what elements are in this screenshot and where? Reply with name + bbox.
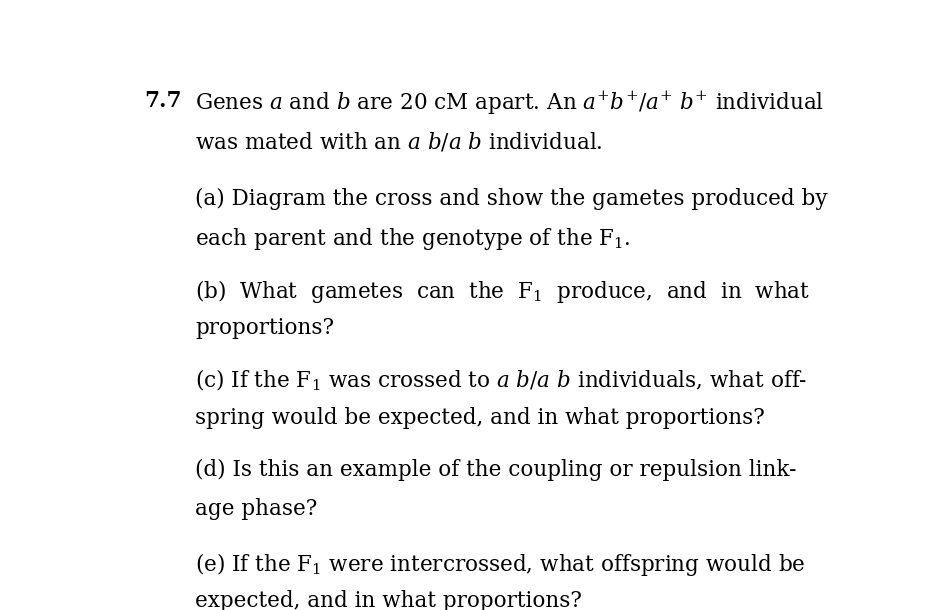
- Text: expected, and in what proportions?: expected, and in what proportions?: [196, 590, 582, 610]
- Text: proportions?: proportions?: [196, 317, 334, 339]
- Text: (c) If the F$_{1}$ was crossed to $\mathit{a}$ $\mathit{b}$/$\mathit{a}$ $\mathi: (c) If the F$_{1}$ was crossed to $\math…: [196, 368, 808, 393]
- Text: (e) If the F$_{1}$ were intercrossed, what offspring would be: (e) If the F$_{1}$ were intercrossed, wh…: [196, 551, 806, 578]
- Text: was mated with an $\mathit{a}$ $\mathit{b}$/$\mathit{a}$ $\mathit{b}$ individual: was mated with an $\mathit{a}$ $\mathit{…: [196, 131, 603, 154]
- Text: (a) Diagram the cross and show the gametes produced by: (a) Diagram the cross and show the gamet…: [196, 188, 828, 210]
- Text: Genes $\mathit{a}$ and $\mathit{b}$ are 20 cM apart. An $\mathit{a}^{+}\mathit{b: Genes $\mathit{a}$ and $\mathit{b}$ are …: [196, 90, 825, 117]
- Text: (b)  What  gametes  can  the  F$_{1}$  produce,  and  in  what: (b) What gametes can the F$_{1}$ produce…: [196, 278, 811, 304]
- Text: (d) Is this an example of the coupling or repulsion link-: (d) Is this an example of the coupling o…: [196, 459, 797, 481]
- Text: each parent and the genotype of the F$_{1}$.: each parent and the genotype of the F$_{…: [196, 226, 631, 252]
- Text: age phase?: age phase?: [196, 498, 317, 520]
- Text: 7.7: 7.7: [144, 90, 183, 112]
- Text: spring would be expected, and in what proportions?: spring would be expected, and in what pr…: [196, 407, 765, 429]
